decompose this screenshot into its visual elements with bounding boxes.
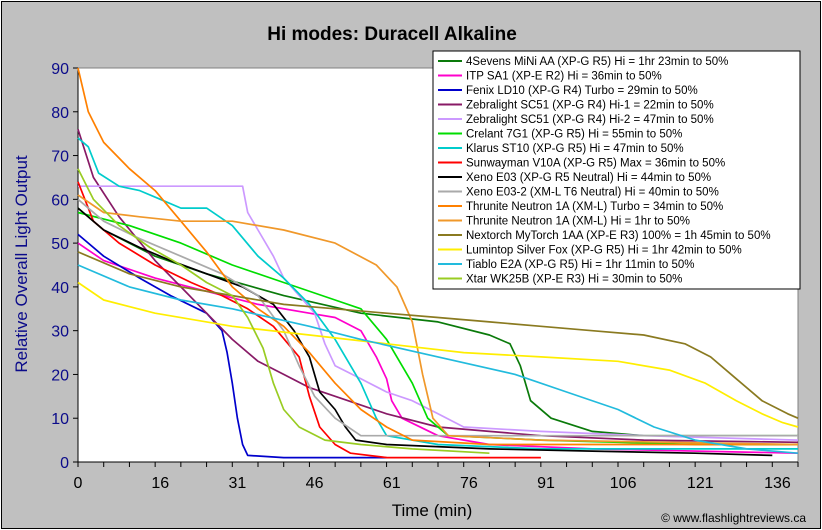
y-tick-label: 70 <box>51 149 69 166</box>
y-tick-label: 0 <box>60 455 69 472</box>
series-line <box>77 281 799 428</box>
legend-label: Lumintop Silver Fox (XP-G R5) Hi = 1hr 4… <box>466 245 742 257</box>
y-axis: 0 10 20 30 40 50 60 70 80 90 <box>51 61 79 472</box>
x-tick-label: 91 <box>537 475 555 492</box>
series-line <box>77 198 798 437</box>
legend: 4Sevens MiNi AA (XP-G R5) Hi = 1hr 23min… <box>432 50 801 290</box>
series-line <box>77 168 490 455</box>
series-line <box>77 233 387 459</box>
legend-label: Xeno E03 (XP-G R5 Neutral) Hi = 44min to… <box>466 172 711 184</box>
series-line <box>77 67 798 446</box>
series-line <box>77 242 799 455</box>
y-tick-label: 60 <box>51 192 69 209</box>
x-tick-label: 31 <box>229 475 247 492</box>
legend-label: Klarus ST10 (XP-G R5) Hi = 47min to 50% <box>466 143 684 155</box>
x-tick-label: 0 <box>74 475 83 492</box>
legend-label: Fenix LD10 (XP-G R4) Turbo = 29min to 50… <box>466 85 698 97</box>
series-line <box>77 264 799 455</box>
legend-label: ITP SA1 (XP-E R2) Hi = 36min to 50% <box>466 71 662 83</box>
y-tick-label: 80 <box>51 105 69 122</box>
series-line <box>77 129 799 444</box>
x-tick-label: 61 <box>383 475 401 492</box>
series-line <box>77 207 773 457</box>
series-lines <box>77 67 799 459</box>
series-line <box>77 194 799 446</box>
x-tick-label: 46 <box>306 475 324 492</box>
legend-label: Thrunite Neutron 1A (XM-L) Hi = 1hr to 5… <box>466 216 690 228</box>
x-tick-label: 136 <box>764 475 791 492</box>
y-tick-label: 10 <box>51 411 69 428</box>
legend-label: Zebralight SC51 (XP-G R4) Hi-2 = 47min t… <box>466 114 714 126</box>
legend-label: Thrunite Neutron 1A (XM-L) Turbo = 34min… <box>466 201 723 213</box>
x-tick-label: 16 <box>151 475 169 492</box>
y-tick-label: 50 <box>51 236 69 253</box>
y-tick-label: 30 <box>51 324 69 341</box>
series-line <box>77 251 799 419</box>
series-line <box>77 181 541 459</box>
legend-label: Xtar WK25B (XP-E R3) Hi = 30min to 50% <box>466 274 682 286</box>
x-tick-label: 106 <box>610 475 637 492</box>
x-tick-label: 76 <box>460 475 478 492</box>
y-tick-label: 90 <box>51 61 69 78</box>
y-axis-label: Relative Overall Light Output <box>12 155 31 373</box>
legend-label: Xeno E03-2 (XM-L T6 Neutral) Hi = 40min … <box>466 187 719 199</box>
legend-label: 4Sevens MiNi AA (XP-G R5) Hi = 1hr 23min… <box>466 56 728 68</box>
legend-label: Zebralight SC51 (XP-G R4) Hi-1 = 22min t… <box>466 100 714 112</box>
y-tick-label: 20 <box>51 367 69 384</box>
x-axis-label: Time (min) <box>392 501 473 520</box>
legend-box <box>432 50 801 290</box>
legend-label: Tiablo E2A (XP-G R5) Hi = 1hr 11min to 5… <box>466 259 695 271</box>
series-line <box>78 185 799 441</box>
x-axis: 0 16 31 46 61 76 91 106 121 136 <box>74 461 799 492</box>
x-tick-label: 121 <box>687 475 714 492</box>
chart-title: Hi modes: Duracell Alkaline <box>267 24 517 45</box>
credit-text: © www.flashlightreviews.ca <box>661 511 806 525</box>
legend-label: Crelant 7G1 (XP-G R5) Hi = 55min to 50% <box>466 129 682 141</box>
y-tick-label: 40 <box>51 280 69 297</box>
legend-label: Sunwayman V10A (XP-G R5) Max = 36min to … <box>466 158 725 170</box>
legend-label: Nextorch MyTorch 1AA (XP-E R3) 100% = 1h… <box>466 230 771 242</box>
